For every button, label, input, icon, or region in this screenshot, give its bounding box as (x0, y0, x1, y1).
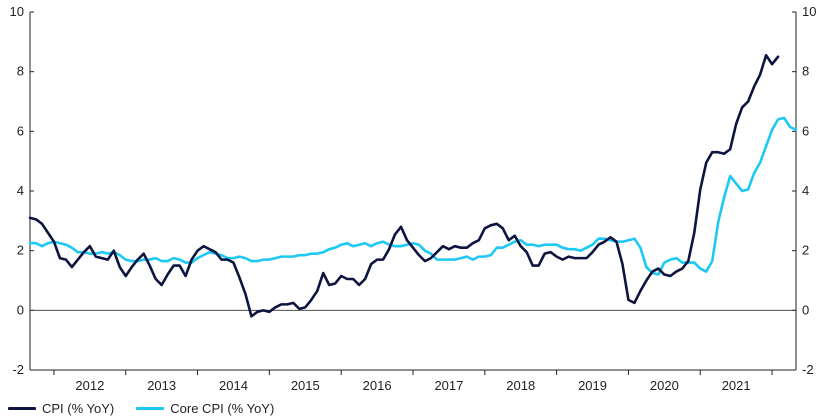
y-tick-label-left: 10 (10, 4, 24, 19)
legend-item-core-cpi: Core CPI (% YoY) (136, 401, 274, 416)
axes (29, 12, 797, 371)
y-tick-label-left: 8 (17, 64, 24, 79)
series-line-cpi (28, 53, 780, 318)
y-tick-label-right: 4 (802, 183, 809, 198)
x-tick-label: 2015 (291, 378, 320, 393)
y-tick-label-right: -2 (802, 362, 814, 377)
x-axis: 2012 2013 2014 2015 2016 2017 2018 2019 2020 2021 (53, 370, 773, 393)
x-tick-label: 2012 (75, 378, 104, 393)
y-axis-left: -2 0 2 4 6 8 10 (10, 4, 34, 377)
line-chart: -2 0 2 4 6 8 10 -2 0 2 4 6 8 10 2012 2013 2014 2015 2016… (10, 4, 817, 393)
series-lines (28, 53, 798, 318)
x-tick-label: 2020 (650, 378, 679, 393)
y-tick-label-left: 2 (17, 243, 24, 258)
y-tick-label-right: 8 (802, 64, 809, 79)
y-tick-label-right: 6 (802, 123, 809, 138)
y-tick-label-left: 4 (17, 183, 24, 198)
y-tick-label-left: -2 (12, 362, 24, 377)
x-tick-label: 2014 (219, 378, 248, 393)
legend-swatch-cpi (8, 406, 36, 410)
legend-label-cpi: CPI (% YoY) (42, 400, 115, 416)
x-tick-label: 2016 (363, 378, 392, 393)
x-tick-label: 2019 (578, 378, 607, 393)
x-tick-label: 2017 (434, 378, 463, 393)
legend: CPI (% YoY) Core CPI (% YoY) (8, 398, 274, 418)
legend-item-cpi: CPI (% YoY) (8, 401, 114, 416)
series-line-core-cpi (28, 116, 798, 276)
y-tick-label-left: 6 (17, 123, 24, 138)
y-tick-label-right: 2 (802, 243, 809, 258)
x-tick-label: 2018 (506, 378, 535, 393)
x-tick-label: 2013 (147, 378, 176, 393)
y-tick-label-right: 10 (802, 4, 816, 19)
legend-swatch-core-cpi (136, 406, 165, 410)
y-tick-label-right: 0 (802, 302, 809, 317)
y-tick-label-left: 0 (17, 302, 24, 317)
legend-label-core-cpi: Core CPI (% YoY) (170, 400, 275, 416)
x-tick-label: 2021 (722, 378, 751, 393)
